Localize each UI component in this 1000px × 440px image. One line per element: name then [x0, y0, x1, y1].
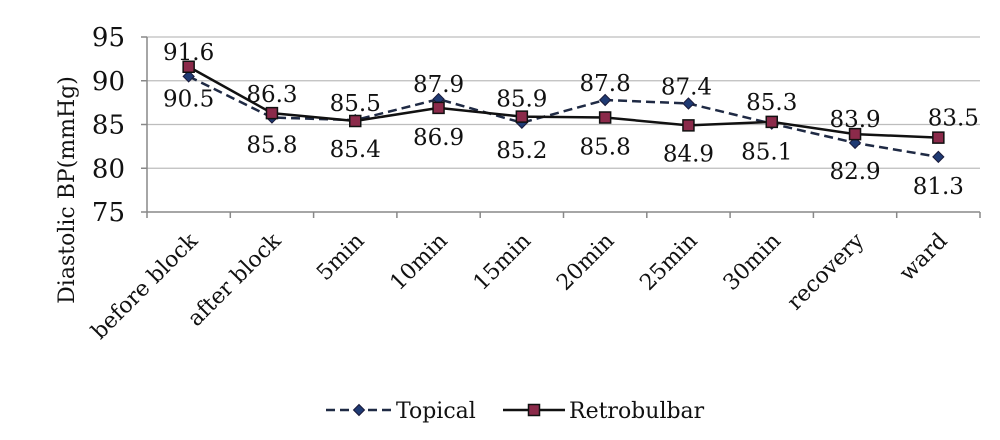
x-tick-label: 30min [719, 229, 786, 296]
data-label-topical: 85.5 [330, 91, 381, 117]
data-label-topical: 87.9 [413, 72, 464, 98]
x-tick-label: 15min [469, 229, 536, 296]
data-label-retrobulbar: 83.9 [829, 107, 880, 133]
data-label-topical: 90.5 [163, 86, 214, 112]
series-line-topical [188, 75, 939, 159]
y-tick-label: 80 [92, 154, 125, 184]
data-point-retrobulbar [515, 110, 529, 123]
y-tick-label: 75 [92, 198, 125, 228]
data-label-retrobulbar: 84.9 [663, 141, 714, 167]
axes [141, 36, 981, 218]
data-point-topical [932, 150, 945, 164]
data-point-retrobulbar [349, 114, 362, 128]
y-tick-label: 85 [92, 111, 125, 141]
series-markers [182, 60, 945, 164]
data-label-retrobulbar: 85.3 [746, 90, 797, 116]
x-tick-label: 20min [552, 229, 619, 296]
data-label-topical: 81.3 [913, 174, 964, 200]
legend-marker-retrobulbar [527, 403, 541, 417]
data-point-retrobulbar [182, 60, 195, 73]
grid-lines [147, 36, 980, 169]
data-point-retrobulbar [598, 111, 612, 124]
legend: Topical Retrobulbar [326, 399, 705, 424]
data-label-topical: 87.4 [661, 75, 712, 101]
data-point-retrobulbar [765, 115, 778, 129]
legend-label-retrobulbar: Retrobulbar [569, 399, 705, 424]
data-label-retrobulbar: 85.9 [496, 87, 547, 113]
y-axis-title: Diastolic BP(mmHg) [55, 76, 80, 304]
x-tick-label: 10min [386, 229, 453, 296]
data-label-topical: 85.1 [741, 140, 792, 166]
data-point-retrobulbar [848, 127, 862, 141]
x-tick-label: 5min [312, 229, 369, 286]
data-label-retrobulbar: 91.6 [163, 40, 214, 66]
x-tick-label: 25min [635, 229, 702, 296]
y-tick-labels: 75 80 85 90 95 [92, 23, 125, 228]
legend-marker-topical [352, 403, 366, 417]
data-point-topical [182, 70, 195, 83]
x-tick-label: recovery [783, 228, 870, 315]
y-tick-label: 95 [92, 23, 125, 53]
data-label-retrobulbar: 86.3 [246, 82, 297, 108]
data-point-retrobulbar [265, 106, 279, 120]
data-point-retrobulbar [432, 101, 445, 115]
data-point-topical [598, 93, 612, 107]
data-label-topical: 82.9 [829, 159, 880, 185]
data-point-retrobulbar [932, 131, 945, 144]
y-tick-label: 90 [92, 67, 125, 97]
legend-label-topical: Topical [396, 399, 476, 424]
data-label-retrobulbar: 86.9 [413, 125, 464, 151]
x-tick-label: before block [87, 228, 203, 344]
data-labels: 90.5 85.8 85.5 87.9 85.2 87.8 87.4 85.1 82.9 81.3… [163, 40, 979, 200]
series-lines [188, 65, 939, 159]
series-line-retrobulbar [188, 65, 939, 139]
data-label-retrobulbar: 83.5 [928, 106, 979, 132]
data-label-topical: 85.8 [246, 133, 297, 159]
data-label-topical: 87.8 [580, 71, 631, 97]
data-point-retrobulbar [682, 119, 695, 132]
data-label-retrobulbar: 85.4 [330, 137, 381, 163]
data-point-topical [682, 97, 695, 110]
data-label-topical: 85.2 [496, 138, 547, 164]
data-label-retrobulbar: 85.8 [580, 135, 631, 161]
x-tick-label: ward [895, 229, 953, 287]
